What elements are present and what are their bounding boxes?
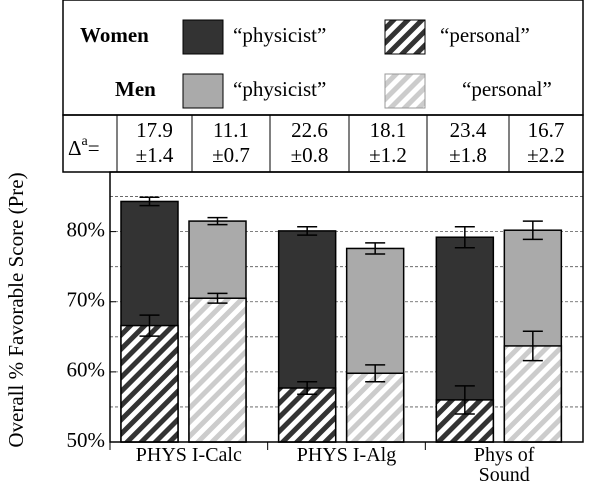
x-tick-label: PHYS I-Calc (135, 444, 242, 466)
delta-value: 17.9 (136, 118, 173, 142)
x-tick-label: Phys of Sound (473, 444, 535, 486)
y-tick-label: 80% (67, 217, 106, 241)
delta-error: ±2.2 (527, 143, 565, 167)
legend-label: “personal” (440, 23, 530, 47)
y-tick-label: 70% (67, 288, 106, 312)
legend-swatch (384, 19, 426, 55)
plot-frame (109, 171, 584, 443)
delta-eq: = (88, 136, 100, 160)
y-tick-label: 50% (67, 428, 106, 452)
delta-value: 22.6 (291, 118, 328, 142)
y-tick-label: 60% (67, 358, 106, 382)
bar (503, 345, 563, 443)
legend-swatch (182, 19, 224, 55)
legend-group: Women (80, 23, 149, 47)
delta-symbol: Δ (68, 136, 82, 160)
delta-sup: a (82, 134, 89, 149)
delta-value: 16.7 (528, 118, 565, 142)
delta-value: 23.4 (450, 118, 487, 142)
delta-label: Δa= (68, 134, 100, 160)
bar (277, 387, 337, 443)
legend-label: “physicist” (233, 77, 326, 101)
legend-label: “physicist” (233, 23, 326, 47)
y-axis-label: Overall % Favorable Score (Pre) (4, 172, 28, 447)
bar (345, 372, 405, 443)
legend-swatch (182, 73, 224, 109)
delta-error: ±1.2 (369, 143, 407, 167)
delta-value: 18.1 (370, 118, 407, 142)
delta-error: ±1.4 (136, 143, 174, 167)
legend-swatch (384, 73, 426, 109)
delta-error: ±1.8 (449, 143, 487, 167)
delta-error: ±0.8 (291, 143, 329, 167)
delta-error: ±0.7 (212, 143, 250, 167)
x-tick-label: PHYS I-Alg (296, 444, 397, 466)
bar (188, 297, 247, 443)
delta-value: 11.1 (213, 118, 249, 142)
legend-label: “personal” (462, 77, 552, 101)
legend-group: Men (115, 77, 156, 101)
bar (120, 324, 179, 443)
